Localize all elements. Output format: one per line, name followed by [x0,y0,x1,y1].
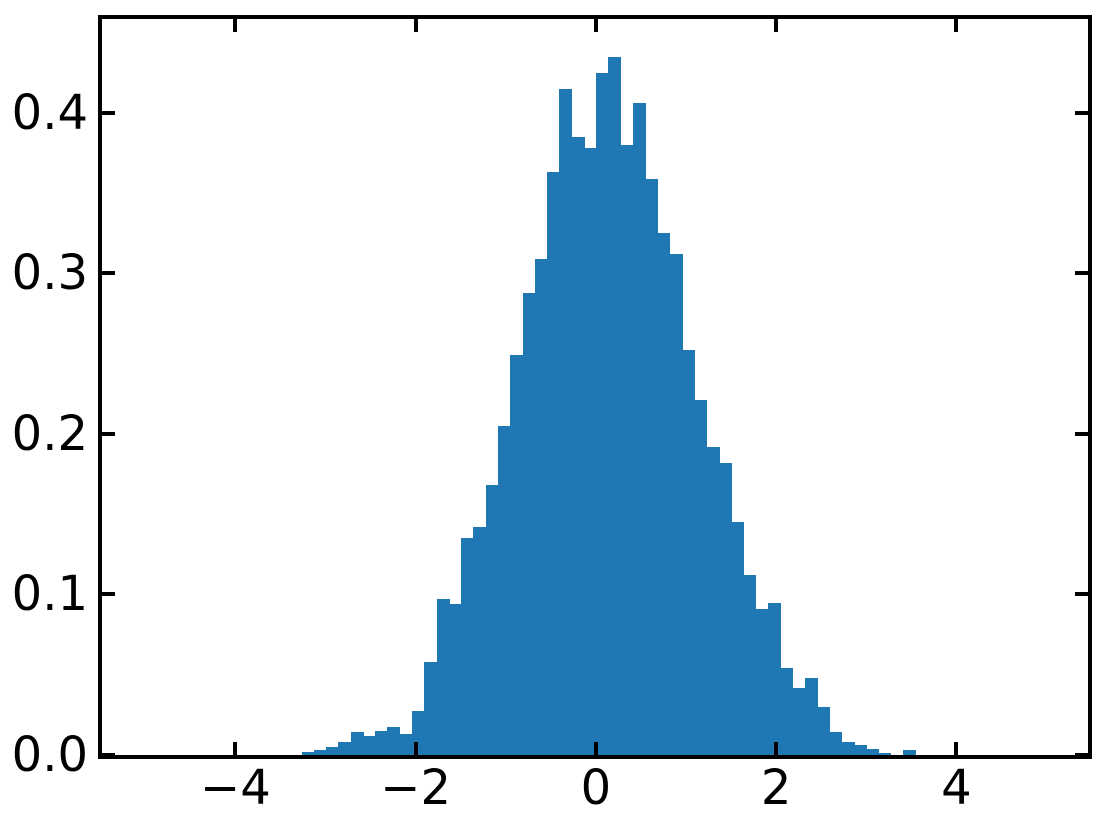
histogram-bar [387,726,401,755]
plot-area [98,15,1092,759]
histogram-bar [362,735,376,755]
y-tick-mark [102,592,115,597]
histogram-bar [497,425,511,755]
histogram-bar [326,746,340,755]
histogram-bar [718,462,732,755]
histogram-bar [731,522,745,755]
histogram-bar [375,730,389,755]
histogram-bar [817,706,831,755]
histogram-bar [301,751,315,755]
x-tick-mark-top [774,19,779,32]
histogram-bar [534,258,548,755]
histogram-bar [780,668,794,755]
histogram-bar [547,172,561,755]
histogram-bar [829,731,843,755]
histogram-bar [461,538,475,755]
histogram-bar [596,72,610,755]
histogram-bar [853,745,867,755]
x-tick-mark-top [233,19,238,32]
histogram-bar [841,742,855,755]
histogram-bar [682,350,696,755]
histogram-bar [424,661,438,755]
y-tick-mark-right [1075,592,1088,597]
y-tick-mark [102,753,115,757]
histogram-bar [768,602,781,755]
histogram-bar [313,750,327,755]
histogram-bar [804,677,818,755]
histogram-bar [473,527,487,755]
x-tick-label: 2 [760,760,792,816]
histogram-bar [706,446,720,755]
y-tick-mark-right [1075,271,1088,276]
x-tick-label: −2 [380,760,452,816]
histogram-bar [559,88,573,755]
histogram-bars [102,19,1088,755]
histogram-bar [485,485,499,755]
histogram-bar [657,233,671,755]
y-tick-mark [102,271,115,276]
histogram-bar [645,178,659,755]
x-tick-mark-top [413,19,418,32]
histogram-bar [583,148,597,755]
histogram-bar [571,137,585,755]
histogram-bar [755,608,769,755]
x-tick-mark [774,742,779,755]
histogram-bar [632,103,646,755]
histogram-bar [522,292,536,755]
histogram-bar [743,575,757,755]
x-tick-mark [593,742,598,755]
histogram-bar [436,599,450,755]
y-tick-label: 0.2 [11,405,88,462]
histogram-bar [338,742,352,755]
y-tick-mark [102,431,115,436]
x-tick-label: −4 [199,760,271,816]
y-tick-label: 0.0 [11,726,88,783]
y-tick-label: 0.3 [11,245,88,302]
histogram-bar [866,748,880,755]
histogram-bar [903,750,916,755]
histogram-bar [878,753,892,755]
histogram-bar [694,400,708,755]
histogram-bar [620,145,634,755]
histogram-bar [350,731,364,755]
histogram-bar [792,687,806,755]
x-tick-label: 0 [580,760,612,816]
x-tick-mark [954,742,959,755]
histogram-bar [608,56,622,755]
y-tick-mark-right [1075,110,1088,115]
y-tick-mark [102,110,115,115]
histogram-bar [510,355,524,755]
x-tick-mark-top [954,19,959,32]
histogram-bar [669,254,683,755]
x-tick-mark [233,742,238,755]
y-tick-mark-right [1075,431,1088,436]
x-tick-label: 4 [941,760,972,816]
histogram-bar [448,604,462,755]
y-tick-mark-right [1075,753,1088,757]
y-tick-label: 0.4 [11,84,88,141]
histogram-bar [399,734,413,755]
x-tick-mark [413,742,418,755]
x-tick-mark-top [593,19,598,32]
y-tick-label: 0.1 [11,566,88,623]
